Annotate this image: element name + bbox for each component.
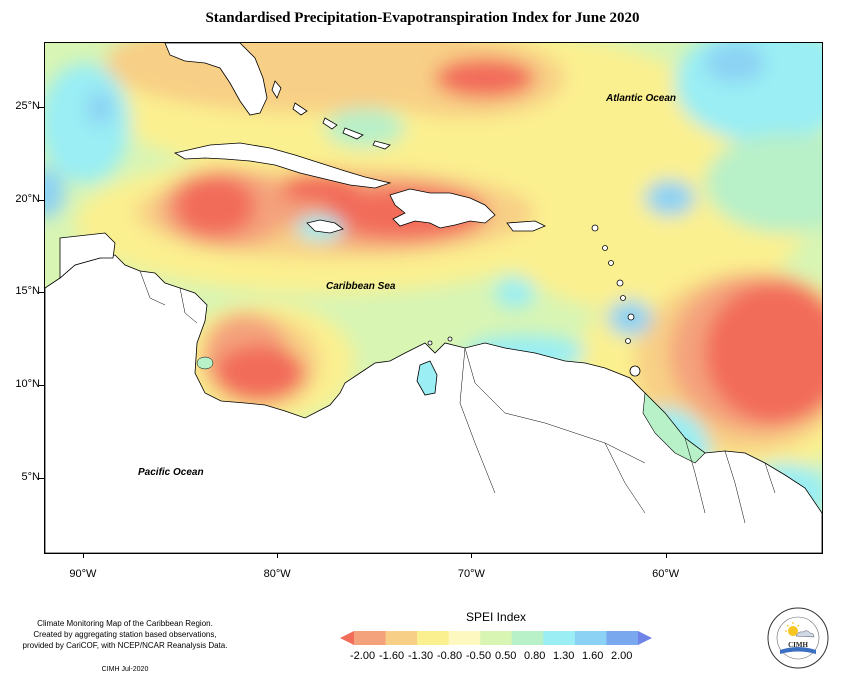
legend-label: 1.60 <box>582 650 604 662</box>
bahamas-5 <box>372 140 391 150</box>
lesser-antilles-4 <box>616 279 624 287</box>
cimh-logo: CIMH <box>766 606 830 670</box>
legend-swatch <box>606 631 639 645</box>
caribbean-sea-label: Caribbean Sea <box>326 281 396 292</box>
country-borders <box>139 270 776 524</box>
credit-line-2: Created by aggregating station based obs… <box>33 630 217 639</box>
spei-map <box>44 42 823 554</box>
yucatan <box>59 232 116 279</box>
aruba <box>427 340 433 346</box>
credit-date: CIMH Jul-2020 <box>101 666 149 673</box>
trinidad <box>629 365 641 377</box>
credit-line-3: provided by CariCOF, with NCEP/NCAR Rean… <box>22 641 228 650</box>
legend-label: -1.60 <box>379 650 405 662</box>
spei-map-canvas <box>45 43 822 553</box>
guianas-wet-coast <box>642 392 706 464</box>
legend-label: -2.00 <box>350 650 376 662</box>
lat-tick-label: 5°N <box>21 470 40 483</box>
lon-tick-label: 80°W <box>263 568 291 580</box>
legend-colorbar-svg <box>340 631 652 645</box>
legend-label: 0.50 <box>495 650 517 662</box>
map-title: Standardised Precipitation-Evapotranspir… <box>205 10 640 26</box>
legend-title: SPEI Index <box>466 610 527 624</box>
pacific-coast-dry <box>225 355 265 391</box>
legend-swatch <box>480 631 513 645</box>
legend-label: 1.30 <box>553 650 575 662</box>
legend-swatch <box>417 631 450 645</box>
legend-label: -0.80 <box>437 650 463 662</box>
lesser-antilles-3 <box>608 260 614 266</box>
puerto-rico <box>506 220 546 232</box>
hispaniola <box>389 188 496 229</box>
legend-swatch <box>543 631 576 645</box>
florida <box>164 43 268 116</box>
legend-colorbar <box>340 628 652 653</box>
lesser-antilles-6 <box>627 313 635 321</box>
legend-label: 0.80 <box>524 650 546 662</box>
legend-labels: -2.00 -1.60 -1.30 -0.80 -0.50 0.50 0.80 1.30 1.6… <box>350 650 640 664</box>
lon-tick-mark <box>665 553 667 558</box>
lat-tick-mark <box>39 199 44 201</box>
lesser-antilles-2 <box>602 245 608 251</box>
lake-nicaragua <box>196 356 214 370</box>
bahamas-1 <box>271 80 282 99</box>
lat-tick-label: 25°N <box>15 99 40 112</box>
lon-tick-label: 90°W <box>69 568 97 580</box>
lat-tick-label: 20°N <box>15 192 40 205</box>
legend-swatch <box>385 631 418 645</box>
legend-swatch <box>511 631 544 645</box>
legend-label: -0.50 <box>466 650 492 662</box>
curacao <box>447 336 453 342</box>
lesser-antilles-7 <box>625 338 631 344</box>
logo-text: CIMH <box>788 641 808 649</box>
lesser-antilles-5 <box>620 295 626 301</box>
atlantic-ocean-label: Atlantic Ocean <box>606 93 677 104</box>
lon-tick-label: 60°W <box>652 568 680 580</box>
lat-tick-mark <box>39 385 44 387</box>
lake-maracaibo <box>416 360 438 396</box>
lat-tick-mark <box>39 477 44 479</box>
legend-label: 2.00 <box>611 650 633 662</box>
cuba <box>173 142 392 189</box>
lon-tick-label: 70°W <box>457 568 485 580</box>
legend-arrow-left <box>340 631 354 645</box>
legend-swatch <box>448 631 481 645</box>
lesser-antilles-1 <box>591 224 599 232</box>
lat-tick-label: 15°N <box>15 285 40 298</box>
jamaica <box>306 219 344 234</box>
credit-line-1: Climate Monitoring Map of the Caribbean … <box>37 619 213 628</box>
legend-arrow-right <box>638 631 652 645</box>
legend-swatch <box>574 631 607 645</box>
sun-cloud-icon: CIMH <box>767 607 829 669</box>
lon-tick-mark <box>277 553 279 558</box>
pacific-ocean-label: Pacific Ocean <box>138 467 204 478</box>
lat-tick-label: 10°N <box>15 378 40 391</box>
legend-label: -1.30 <box>408 650 434 662</box>
lon-tick-mark <box>471 553 473 558</box>
lat-tick-mark <box>39 106 44 108</box>
central-america <box>45 254 822 553</box>
credit-text: Climate Monitoring Map of the Caribbean … <box>10 618 240 651</box>
bahamas-4 <box>342 127 364 140</box>
bahamas-2 <box>292 102 308 116</box>
land-masses <box>45 43 822 553</box>
lon-tick-mark <box>82 553 84 558</box>
bahamas-3 <box>322 117 338 130</box>
lat-tick-mark <box>39 292 44 294</box>
legend-swatch <box>354 631 387 645</box>
